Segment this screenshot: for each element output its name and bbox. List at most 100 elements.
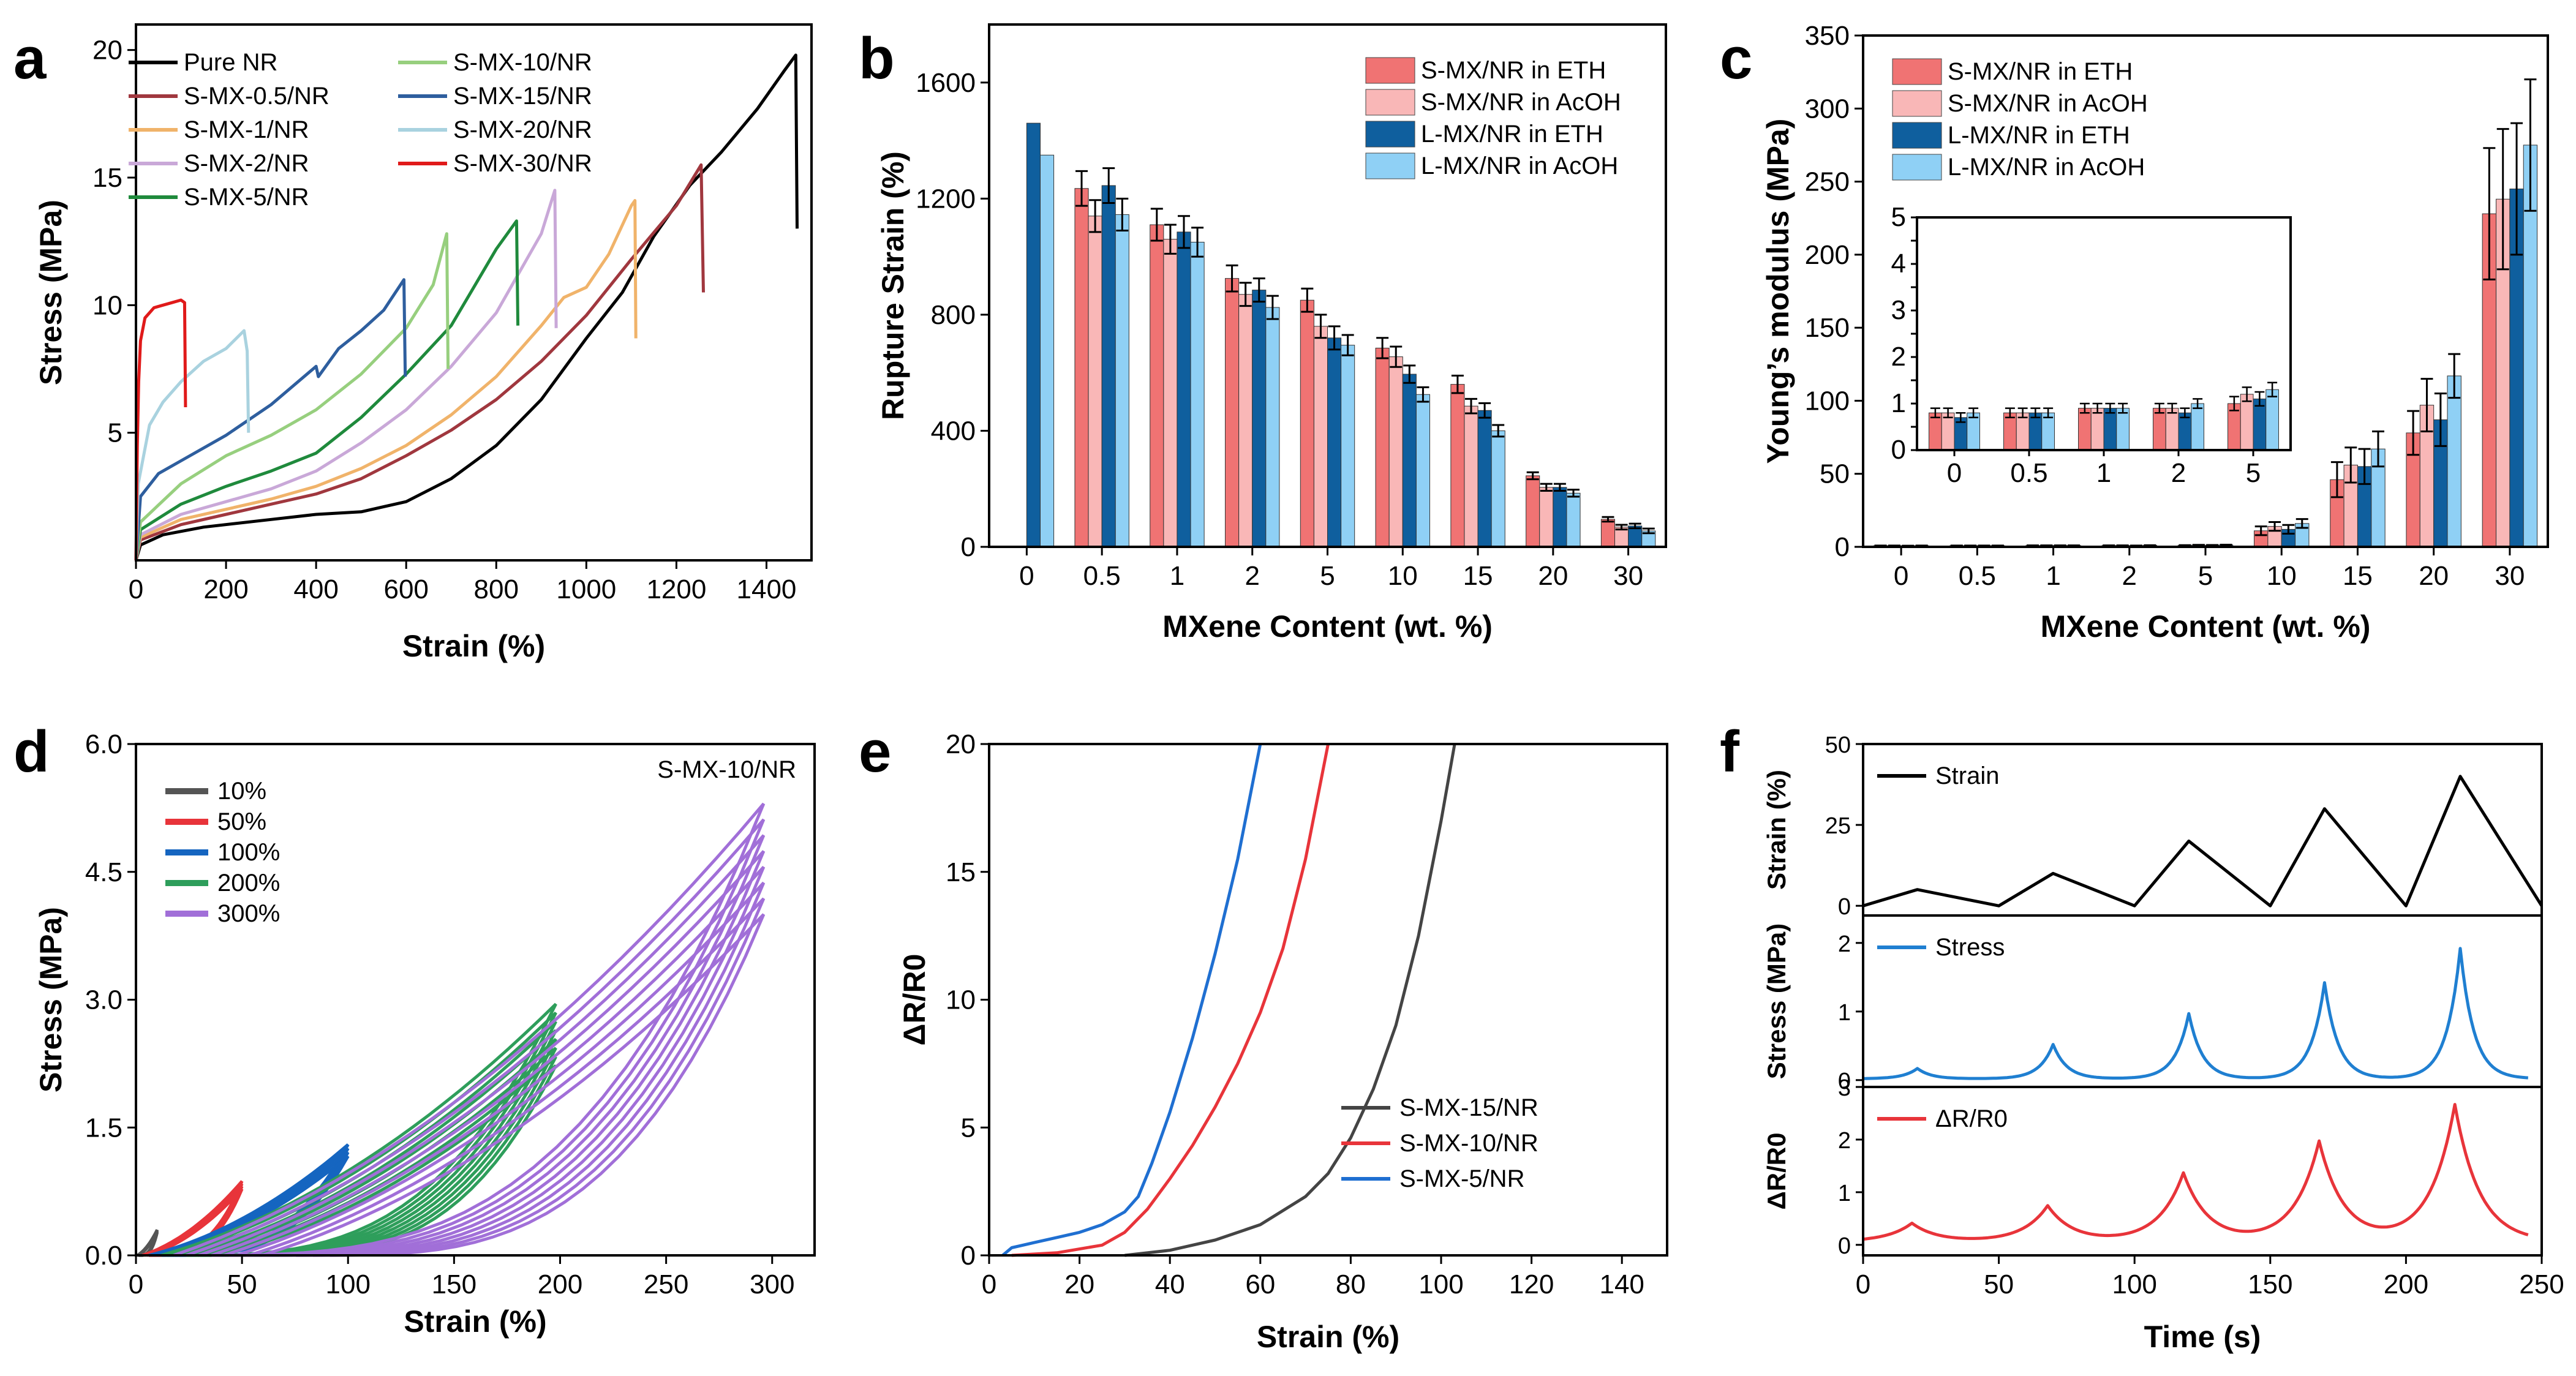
f-ylabel: Strain (%) — [1762, 770, 1791, 890]
e-xtick-label: 100 — [1418, 1269, 1463, 1299]
d-ylabel: Stress (MPa) — [34, 907, 68, 1092]
e-series-S-MX-5/NR — [1001, 743, 1262, 1257]
e-series-S-MX-15/NR — [1124, 743, 1456, 1257]
b-bar — [1225, 278, 1240, 547]
e-legend-label: S-MX-15/NR — [1399, 1094, 1538, 1121]
a-legend-label: S-MX-10/NR — [453, 49, 592, 76]
b-bar — [1491, 430, 1505, 547]
b-bar — [1526, 475, 1540, 547]
d-xtick-label: 50 — [227, 1269, 257, 1299]
b-bar — [1177, 231, 1191, 547]
f-ytick-label: 1 — [1838, 1181, 1851, 1206]
f-xtick-label: 250 — [2519, 1269, 2564, 1299]
b-bar — [1415, 394, 1430, 547]
f-xtick-label: 100 — [2112, 1269, 2156, 1299]
a-legend-label: S-MX-2/NR — [184, 150, 309, 177]
b-ytick-label: 400 — [931, 416, 976, 446]
b-legend-label: L-MX/NR in AcOH — [1421, 152, 1618, 179]
d-loop-group-300% — [173, 802, 766, 1257]
f-legend-label: ΔR/R0 — [1935, 1105, 2008, 1132]
b-xtick-label: 2 — [1245, 561, 1259, 591]
c-ytick-label: 150 — [1805, 313, 1850, 343]
d-xtick-label: 0 — [129, 1269, 143, 1299]
d-legend-label: 300% — [217, 900, 280, 927]
b-plot-frame — [988, 23, 1667, 548]
c-inset-bar — [1941, 412, 1955, 451]
d-xtick-label: 100 — [326, 1269, 371, 1299]
f-ytick-label: 0 — [1838, 1233, 1851, 1259]
b-legend-swatch — [1365, 152, 1415, 179]
c-legend-swatch — [1892, 58, 1942, 85]
b-legend-swatch — [1365, 57, 1415, 84]
d-loop-300% — [261, 913, 766, 1257]
c-legend-label: L-MX/NR in AcOH — [1948, 154, 2145, 181]
f-legend-label: Strain — [1935, 762, 2000, 789]
b-legend-swatch — [1365, 89, 1415, 116]
c-ytick-label: 100 — [1805, 386, 1850, 416]
b-xlabel: MXene Content (wt. %) — [1162, 609, 1493, 644]
b-legend-label: S-MX/NR in ETH — [1421, 57, 1606, 84]
a-series-S-MX-1/NR — [134, 199, 638, 561]
e-ytick-label: 10 — [946, 985, 976, 1015]
c-xtick-label: 30 — [2495, 561, 2525, 591]
b-bar — [1313, 326, 1328, 547]
c-inset-bar — [2240, 394, 2254, 451]
c-xtick-label: 2 — [2122, 561, 2137, 591]
c-inset-bar — [2090, 408, 2104, 451]
d-ytick-label: 6.0 — [85, 729, 122, 759]
c-ylabel: Young’s modulus (MPa) — [1761, 119, 1795, 464]
b-bar — [1265, 307, 1280, 547]
d-ytick-label: 0.0 — [85, 1241, 122, 1271]
b-ytick-label: 0 — [961, 532, 976, 562]
b-xtick-label: 15 — [1463, 561, 1493, 591]
e-ytick-label: 20 — [946, 729, 976, 759]
f-ytick-label: 25 — [1825, 813, 1851, 839]
d-xtick-label: 300 — [750, 1269, 794, 1299]
b-xtick-label: 0 — [1019, 561, 1034, 591]
b-bar — [1375, 347, 1390, 547]
a-legend-label: S-MX-20/NR — [453, 116, 592, 143]
f-ytick-label: 3 — [1838, 1075, 1851, 1101]
panel-label-b: b — [859, 26, 895, 91]
a-xtick-label: 200 — [203, 574, 248, 604]
d-xtick-label: 250 — [644, 1269, 688, 1299]
c-xtick-label: 15 — [2343, 561, 2373, 591]
a-series-S-MX-30/NR — [134, 298, 187, 561]
d-legend-label: 100% — [217, 839, 280, 866]
b-legend-label: S-MX/NR in AcOH — [1421, 89, 1621, 116]
f-xtick-label: 50 — [1984, 1269, 2014, 1299]
b-xtick-label: 1 — [1170, 561, 1184, 591]
b-bar — [1477, 410, 1492, 547]
e-legend-label: S-MX-5/NR — [1399, 1165, 1524, 1192]
e-plot-frame — [988, 743, 1668, 1257]
c-xtick-label: 20 — [2419, 561, 2449, 591]
d-legend-label: 50% — [217, 808, 266, 835]
b-bar — [1464, 405, 1478, 547]
c-xtick-label: 0 — [1894, 561, 1908, 591]
b-ytick-label: 1200 — [916, 184, 976, 214]
c-inset-bar — [1967, 412, 1980, 451]
a-xtick-label: 1200 — [646, 574, 706, 604]
b-bar — [1115, 214, 1129, 547]
b-ytick-label: 800 — [931, 300, 976, 330]
a-series-S-MX-5/NR — [134, 219, 520, 561]
d-xlabel: Strain (%) — [404, 1304, 546, 1339]
b-bar — [1539, 487, 1554, 547]
b-bar — [1101, 185, 1116, 547]
e-ytick-label: 5 — [961, 1113, 976, 1143]
c-legend-swatch — [1892, 122, 1942, 149]
d-loop-200% — [160, 1002, 557, 1257]
d-loop-200% — [169, 1011, 557, 1257]
c-ytick-label: 300 — [1805, 94, 1850, 124]
a-series-S-MX-0.5/NR — [134, 163, 705, 561]
b-bar — [1553, 487, 1567, 547]
f-series-Strain — [1862, 775, 2544, 908]
a-series-S-MX-10/NR — [134, 232, 450, 561]
c-inset-ytick-label: 4 — [1891, 249, 1906, 279]
c-inset-bar — [2003, 412, 2017, 451]
c-inset-bar — [2028, 412, 2043, 451]
b-bar — [1600, 519, 1616, 547]
b-bar — [1252, 290, 1267, 547]
c-inset-bar — [2016, 412, 2030, 451]
panel-label-f: f — [1720, 719, 1740, 784]
